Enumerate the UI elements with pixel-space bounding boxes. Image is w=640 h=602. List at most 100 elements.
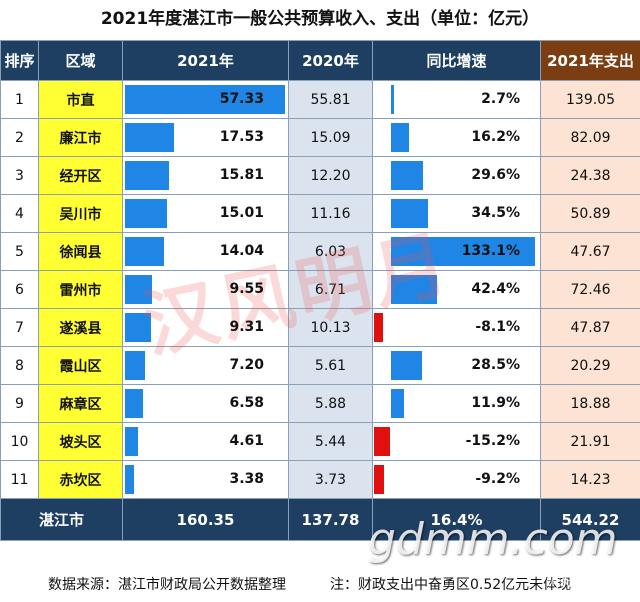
revenue-2020-cell: 5.44 xyxy=(288,422,373,461)
rank-cell: 2 xyxy=(0,118,39,157)
region-cell: 赤坎区 xyxy=(38,460,123,499)
header-rank: 排序 xyxy=(0,40,39,81)
revenue-2021-cell: 17.53 xyxy=(122,118,289,157)
revenue-2020-cell: 55.81 xyxy=(288,80,373,119)
rank-cell: 4 xyxy=(0,194,39,233)
region-cell: 徐闻县 xyxy=(38,232,123,271)
revenue-2020-cell: 15.09 xyxy=(288,118,373,157)
region-cell: 市直 xyxy=(38,80,123,119)
growth-bar xyxy=(374,313,383,342)
growth-cell: 16.2% xyxy=(372,118,541,157)
expense-2021-cell: 82.09 xyxy=(540,118,640,157)
revenue-2021-cell: 15.81 xyxy=(122,156,289,195)
growth-value: 11.9% xyxy=(471,395,520,411)
expense-2021-cell: 24.38 xyxy=(540,156,640,195)
revenue-2021-cell: 9.31 xyxy=(122,308,289,347)
revenue-2021-value: 15.81 xyxy=(219,167,264,183)
revenue-2021-cell: 57.33 xyxy=(122,80,289,119)
growth-value: 28.5% xyxy=(471,357,520,373)
growth-cell: -8.1% xyxy=(372,308,541,347)
table-row: 7 遂溪县 9.31 10.13 -8.1% 47.87 xyxy=(0,308,640,347)
region-cell: 雷州市 xyxy=(38,270,123,309)
region-cell: 坡头区 xyxy=(38,422,123,461)
revenue-2021-value: 4.61 xyxy=(229,433,264,449)
growth-bar xyxy=(391,237,535,266)
total-2021-cell: 160.35 xyxy=(122,498,289,541)
revenue-2021-value: 6.58 xyxy=(229,395,264,411)
table-row: 2 廉江市 17.53 15.09 16.2% 82.09 xyxy=(0,118,640,157)
growth-bar xyxy=(391,199,428,228)
header-2021: 2021年 xyxy=(122,40,289,81)
header-row: 排序 区域 2021年 2020年 同比增速 2021年支出 xyxy=(0,40,640,81)
revenue-2021-value: 17.53 xyxy=(219,129,264,145)
table-body: 1 市直 57.33 55.81 2.7% 139.05 2 廉江市 17.53 15.09 16.… xyxy=(0,80,640,541)
growth-value: 34.5% xyxy=(471,205,520,221)
table-row: 11 赤坎区 3.38 3.73 -9.2% 14.23 xyxy=(0,460,640,499)
revenue-2021-value: 14.04 xyxy=(219,243,264,259)
revenue-bar xyxy=(125,275,152,304)
expense-2021-cell: 139.05 xyxy=(540,80,640,119)
growth-cell: -9.2% xyxy=(372,460,541,499)
region-cell: 麻章区 xyxy=(38,384,123,423)
region-cell: 廉江市 xyxy=(38,118,123,157)
revenue-bar xyxy=(125,313,151,342)
expense-2021-cell: 47.67 xyxy=(540,232,640,271)
revenue-bar xyxy=(125,199,167,228)
revenue-2021-cell: 6.58 xyxy=(122,384,289,423)
revenue-2020-cell: 10.13 xyxy=(288,308,373,347)
revenue-table: 排序 区域 2021年 2020年 同比增速 2021年支出 1 市直 57.33 5… xyxy=(0,40,640,541)
revenue-bar xyxy=(125,123,174,152)
header-expense-2021: 2021年支出 xyxy=(540,40,640,81)
total-row: 湛江市 160.35 137.78 16.4% 544.22 xyxy=(0,498,640,541)
rank-cell: 8 xyxy=(0,346,39,385)
rank-cell: 3 xyxy=(0,156,39,195)
revenue-bar xyxy=(125,427,138,456)
growth-bar xyxy=(391,351,422,380)
growth-bar xyxy=(391,161,423,190)
revenue-2020-cell: 5.88 xyxy=(288,384,373,423)
total-expense-cell: 544.22 xyxy=(540,498,640,541)
growth-cell: 29.6% xyxy=(372,156,541,195)
expense-2021-cell: 21.91 xyxy=(540,422,640,461)
growth-value: 16.2% xyxy=(471,129,520,145)
expense-2021-cell: 47.87 xyxy=(540,308,640,347)
table-title: 2021年度湛江市一般公共预算收入、支出（单位：亿元） xyxy=(0,0,640,38)
growth-bar xyxy=(391,123,409,152)
revenue-2021-value: 9.31 xyxy=(229,319,264,335)
growth-cell: 2.7% xyxy=(372,80,541,119)
table-row: 4 吴川市 15.01 11.16 34.5% 50.89 xyxy=(0,194,640,233)
expense-2021-cell: 18.88 xyxy=(540,384,640,423)
revenue-2021-cell: 4.61 xyxy=(122,422,289,461)
revenue-2021-value: 3.38 xyxy=(229,471,264,487)
revenue-2021-cell: 9.55 xyxy=(122,270,289,309)
revenue-bar xyxy=(125,161,169,190)
revenue-2021-value: 9.55 xyxy=(229,281,264,297)
expense-2021-cell: 20.29 xyxy=(540,346,640,385)
total-region-cell: 湛江市 xyxy=(0,498,123,541)
growth-value: 42.4% xyxy=(471,281,520,297)
rank-cell: 11 xyxy=(0,460,39,499)
growth-cell: 42.4% xyxy=(372,270,541,309)
revenue-2021-cell: 15.01 xyxy=(122,194,289,233)
header-region: 区域 xyxy=(38,40,123,81)
table-row: 5 徐闻县 14.04 6.03 133.1% 47.67 xyxy=(0,232,640,271)
growth-cell: -15.2% xyxy=(372,422,541,461)
growth-bar xyxy=(391,85,394,114)
growth-value: -15.2% xyxy=(465,433,520,449)
rank-cell: 10 xyxy=(0,422,39,461)
revenue-2021-cell: 14.04 xyxy=(122,232,289,271)
table-row: 1 市直 57.33 55.81 2.7% 139.05 xyxy=(0,80,640,119)
revenue-bar xyxy=(125,389,143,418)
total-growth-cell: 16.4% xyxy=(372,498,541,541)
revenue-2020-cell: 5.61 xyxy=(288,346,373,385)
growth-cell: 34.5% xyxy=(372,194,541,233)
expense-2021-cell: 14.23 xyxy=(540,460,640,499)
growth-bar xyxy=(374,465,384,494)
rank-cell: 9 xyxy=(0,384,39,423)
growth-value: 133.1% xyxy=(461,243,520,259)
table-row: 6 雷州市 9.55 6.71 42.4% 72.46 xyxy=(0,270,640,309)
growth-bar xyxy=(374,427,390,456)
growth-value: 2.7% xyxy=(481,91,520,107)
revenue-2021-cell: 3.38 xyxy=(122,460,289,499)
growth-value: 29.6% xyxy=(471,167,520,183)
